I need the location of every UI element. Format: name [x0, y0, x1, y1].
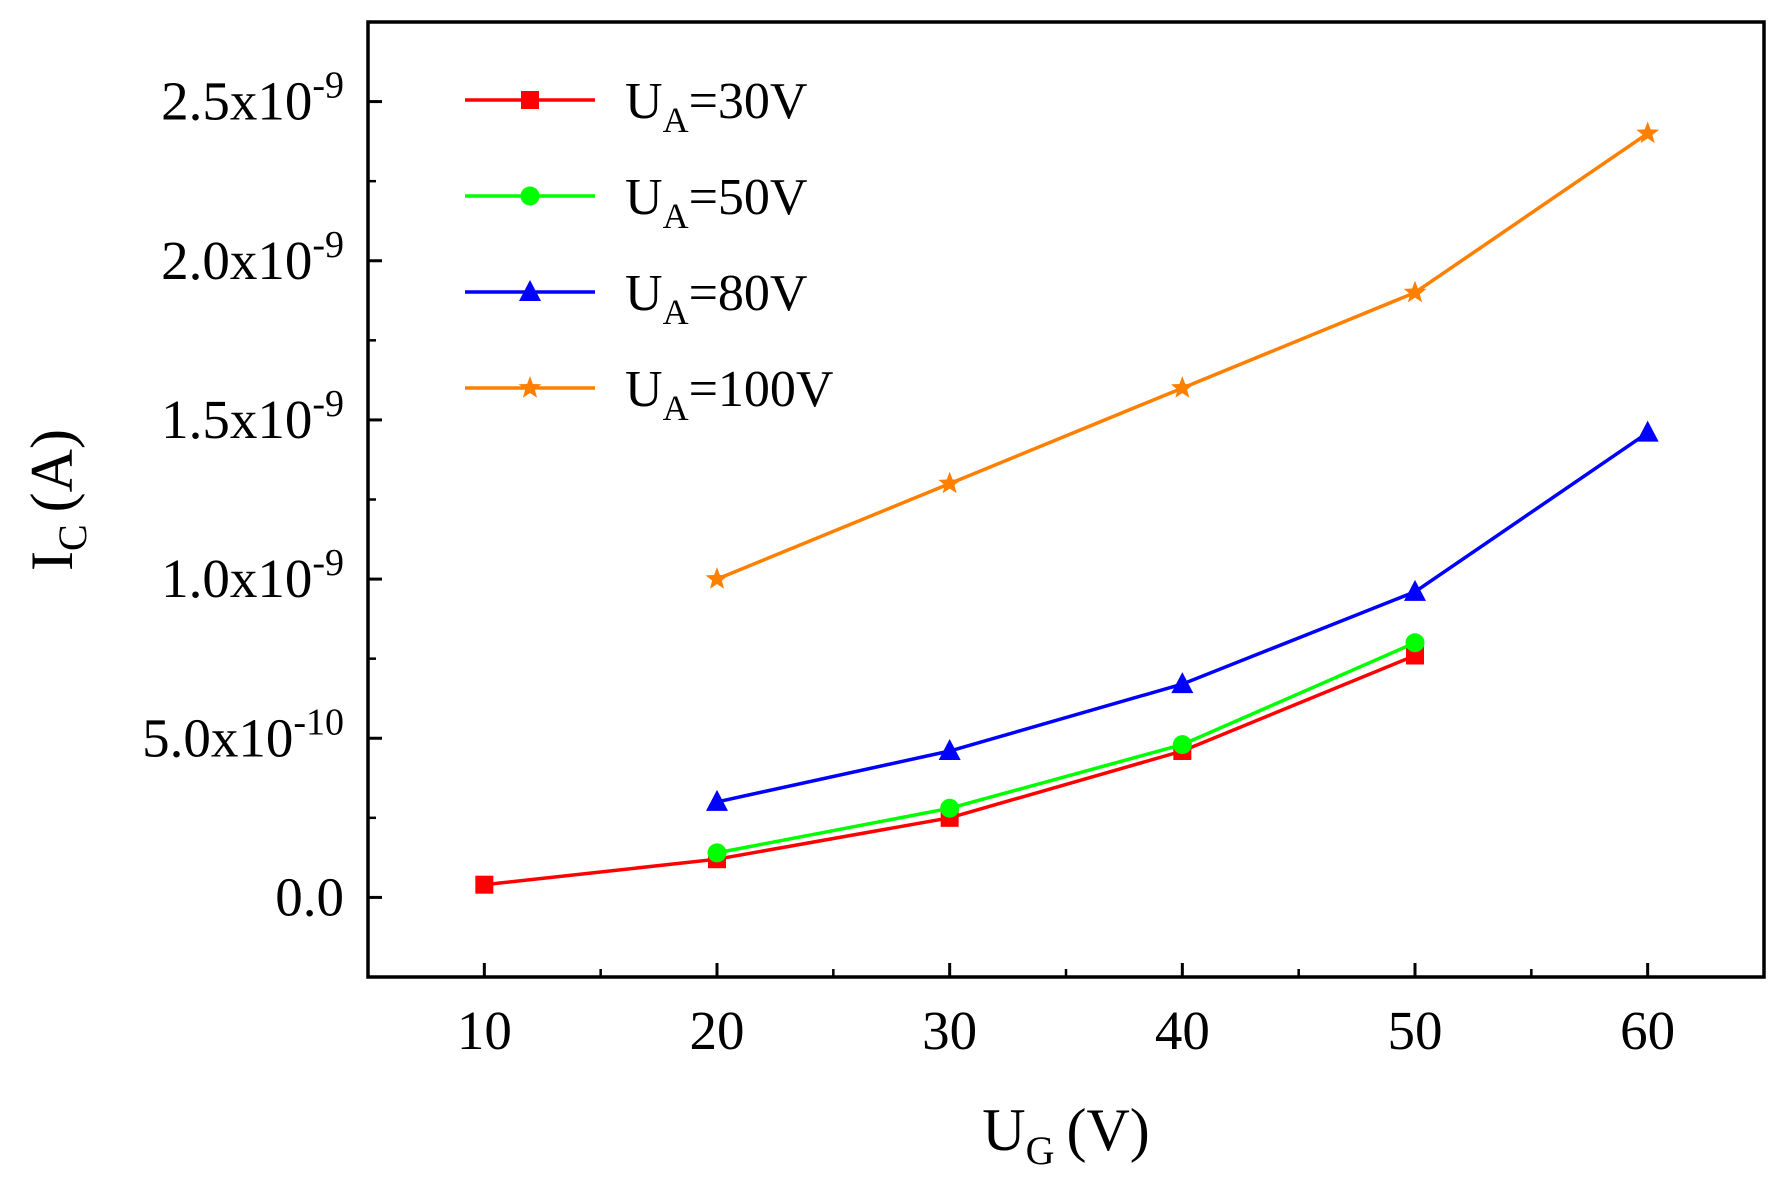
series-1 — [475, 646, 1424, 894]
legend-marker — [520, 186, 540, 206]
legend-label: UA=100V — [625, 361, 833, 428]
y-tick-label-base: 1.5x10 — [161, 389, 312, 450]
y-axis-title: IC (A) — [19, 429, 95, 571]
x-tick-label: 10 — [457, 1000, 512, 1061]
y-axis: 0.05.0x10-101.0x10-91.5x10-92.0x10-92.5x… — [142, 65, 382, 979]
plot-frame — [366, 20, 1766, 979]
series-3 — [706, 420, 1659, 811]
legend-item: UA=80V — [465, 265, 807, 332]
series-line — [716, 131, 1649, 581]
x-tick-label: 40 — [1155, 1000, 1210, 1061]
y-tick-label: 1.0x10-9 — [161, 542, 344, 609]
y-tick-label-base: 5.0x10 — [142, 707, 293, 768]
data-point — [1404, 579, 1426, 601]
legend-marker — [518, 376, 542, 398]
y-tick-label: 5.0x10-10 — [142, 701, 344, 768]
x-tick-label: 20 — [690, 1000, 745, 1061]
series-4 — [705, 121, 1660, 589]
data-point — [1636, 420, 1659, 442]
data-point — [705, 567, 729, 589]
legend-label: UA=30V — [625, 73, 807, 140]
data-point — [706, 789, 728, 811]
data-point — [1171, 672, 1194, 694]
y-tick-label-base: 2.0x10 — [161, 230, 312, 291]
series-layer — [475, 121, 1660, 894]
legend: UA=30V UA=50V UA=80V UA=100V — [465, 73, 833, 428]
data-point — [1170, 376, 1194, 398]
y-tick-label: 2.0x10-9 — [161, 224, 344, 291]
data-point — [940, 798, 960, 818]
x-axis-title-unit: (V) — [1066, 1097, 1149, 1163]
x-tick-label: 30 — [922, 1000, 977, 1061]
data-point — [1172, 735, 1192, 755]
y-tick-label-exponent: -10 — [293, 701, 344, 743]
series-2 — [707, 633, 1425, 863]
x-axis-title-main: U — [982, 1097, 1025, 1163]
legend-marker — [519, 280, 541, 301]
x-axis-title-sub: G — [1026, 1128, 1055, 1173]
legend-item: UA=100V — [465, 361, 833, 428]
y-axis-title-unit: (A) — [19, 429, 85, 512]
y-tick-label: 1.5x10-9 — [161, 383, 344, 450]
data-point — [938, 738, 961, 760]
y-tick-label-exponent: -9 — [312, 224, 344, 266]
y-tick-label-base: 1.0x10 — [161, 548, 312, 609]
series-line — [716, 641, 1416, 855]
y-tick-label-exponent: -9 — [312, 542, 344, 584]
x-tick-label: 60 — [1620, 1000, 1675, 1061]
x-axis-title: UG (V) — [982, 1097, 1150, 1173]
legend-item: UA=30V — [465, 73, 807, 140]
y-tick-label: 0.0 — [275, 866, 344, 927]
y-axis-title-sub: C — [50, 524, 95, 551]
data-point — [1636, 121, 1660, 144]
y-tick-label: 2.5x10-9 — [161, 65, 344, 132]
legend-marker — [521, 91, 539, 109]
legend-label: UA=80V — [625, 265, 807, 332]
legend-label: UA=50V — [625, 169, 807, 236]
y-tick-label-base: 0.0 — [275, 866, 344, 927]
data-point — [475, 875, 494, 894]
y-tick-label-exponent: -9 — [312, 65, 344, 107]
data-point — [707, 843, 727, 863]
data-point — [1405, 633, 1425, 653]
legend-item: UA=50V — [465, 169, 807, 236]
x-axis: 10 20 30 40 50 60 — [366, 963, 1766, 1061]
x-tick-label: 50 — [1388, 1000, 1443, 1061]
series-line — [484, 653, 1416, 887]
data-point — [1403, 280, 1427, 303]
y-axis-title-main: I — [19, 551, 85, 571]
y-tick-label-exponent: -9 — [312, 383, 344, 425]
y-tick-label-base: 2.5x10 — [161, 71, 312, 132]
data-point — [938, 471, 962, 494]
